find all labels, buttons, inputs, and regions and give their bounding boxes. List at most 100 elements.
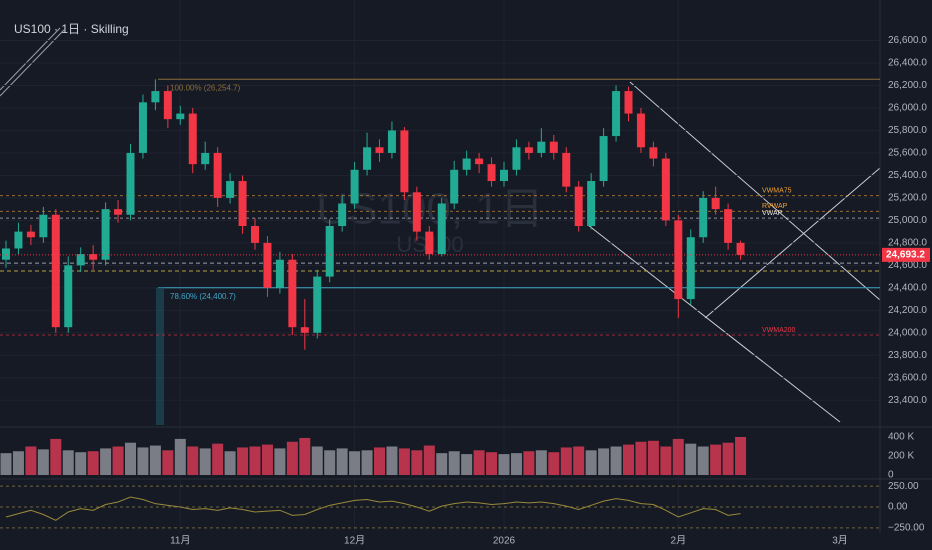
y-tick-label: 24,400.0: [888, 282, 927, 293]
candle-body: [313, 276, 322, 333]
y-tick-label: 25,200.0: [888, 193, 927, 204]
candle-body: [649, 147, 658, 159]
volume-bar: [249, 446, 261, 475]
volume-bar: [100, 448, 112, 475]
candle-body: [151, 91, 160, 103]
x-tick-label: 2026: [493, 536, 516, 547]
volume-bar: [722, 442, 734, 475]
volume-bar: [199, 448, 211, 475]
y-tick-label: −250.00: [888, 522, 925, 533]
volume-bar: [62, 450, 74, 475]
volume-bar: [137, 447, 149, 475]
volume-bar: [610, 446, 622, 475]
volume-bar: [274, 448, 286, 475]
volume-bar: [324, 450, 336, 475]
candle-body: [736, 242, 745, 255]
candle-body: [500, 169, 508, 182]
chart-title: US100 · 1日 · Skilling: [14, 22, 129, 36]
x-tick-label: 2月: [671, 535, 687, 547]
volume-bar: [473, 450, 485, 475]
candle-body: [375, 147, 384, 153]
candle-body: [263, 242, 272, 288]
candle-body: [711, 197, 720, 210]
y-tick-label: 23,800.0: [888, 350, 927, 361]
candle-body: [387, 130, 396, 153]
volume-bar: [697, 446, 709, 475]
candle-body: [524, 147, 533, 153]
channel-line: [629, 81, 881, 301]
volume-bar: [0, 453, 12, 475]
volume-bar: [623, 444, 634, 475]
candle-body: [163, 91, 172, 120]
x-tick-label: 12月: [344, 535, 365, 547]
fib-band: [156, 287, 164, 425]
candle-body: [138, 102, 147, 153]
volume-bar: [461, 454, 473, 475]
volume-bar: [162, 450, 174, 475]
trend-line: [0, 27, 61, 91]
volume-bar: [685, 443, 697, 475]
candle-body: [549, 141, 558, 153]
volume-bar: [498, 454, 510, 475]
volume-bar: [50, 438, 62, 475]
candle-body: [574, 186, 583, 226]
volume-bar: [598, 448, 610, 475]
candle-body: [101, 209, 110, 260]
volume-bar: [535, 450, 547, 475]
volume-bar: [448, 451, 460, 475]
y-tick-label: 200 K: [888, 451, 914, 462]
candle-body: [188, 113, 197, 165]
y-tick-label: 400 K: [888, 432, 914, 443]
candle-body: [400, 130, 409, 193]
volume-bar: [87, 451, 99, 475]
volume-bar: [735, 437, 747, 475]
candle-body: [126, 152, 135, 215]
candle-body: [462, 158, 471, 170]
candle-body: [288, 259, 297, 328]
candle-body: [14, 231, 23, 249]
volume-bar: [349, 451, 361, 475]
volume-bar: [224, 451, 236, 475]
volume-bar: [710, 444, 722, 475]
candle-body: [636, 113, 645, 148]
candle-body: [425, 231, 434, 255]
volume-bar: [647, 440, 659, 475]
volume-bar: [436, 453, 448, 475]
oscillator-line: [5, 496, 741, 521]
volume-bar: [560, 447, 572, 475]
candle-body: [512, 147, 521, 170]
candle-body: [114, 209, 123, 215]
y-tick-label: 23,600.0: [888, 372, 927, 383]
volume-bar: [261, 444, 273, 475]
y-tick-label: 26,200.0: [888, 80, 927, 91]
candle-body: [251, 225, 259, 243]
candle-body: [238, 181, 247, 226]
candle-body: [599, 136, 608, 182]
volume-bar: [486, 452, 498, 475]
volume-bar: [336, 448, 348, 475]
fib-label: 100.00% (26,254.7): [170, 83, 241, 92]
candle-body: [487, 164, 496, 182]
channel-line: [587, 224, 841, 423]
volume-bar: [672, 438, 684, 475]
volume-bar: [25, 446, 37, 475]
y-tick-label: 24,600.0: [888, 260, 927, 271]
candle-body: [2, 248, 10, 260]
volume-bar: [37, 449, 49, 475]
candle-body: [475, 158, 484, 165]
level-label: VWMA200: [762, 327, 796, 334]
y-tick-label: 24,200.0: [888, 305, 927, 316]
level-label: VWAP: [762, 210, 783, 217]
y-tick-label: 25,600.0: [888, 148, 927, 159]
y-tick-label: 0.00: [888, 502, 908, 513]
last-price-badge: [882, 247, 930, 262]
candle-body: [450, 169, 459, 204]
volume-bar: [12, 451, 24, 475]
y-tick-label: 26,400.0: [888, 58, 927, 69]
volume-bar: [585, 450, 597, 475]
volume-bar: [523, 451, 535, 475]
candle-body: [674, 220, 683, 300]
volume-bar: [125, 442, 136, 475]
volume-bar: [548, 452, 560, 475]
